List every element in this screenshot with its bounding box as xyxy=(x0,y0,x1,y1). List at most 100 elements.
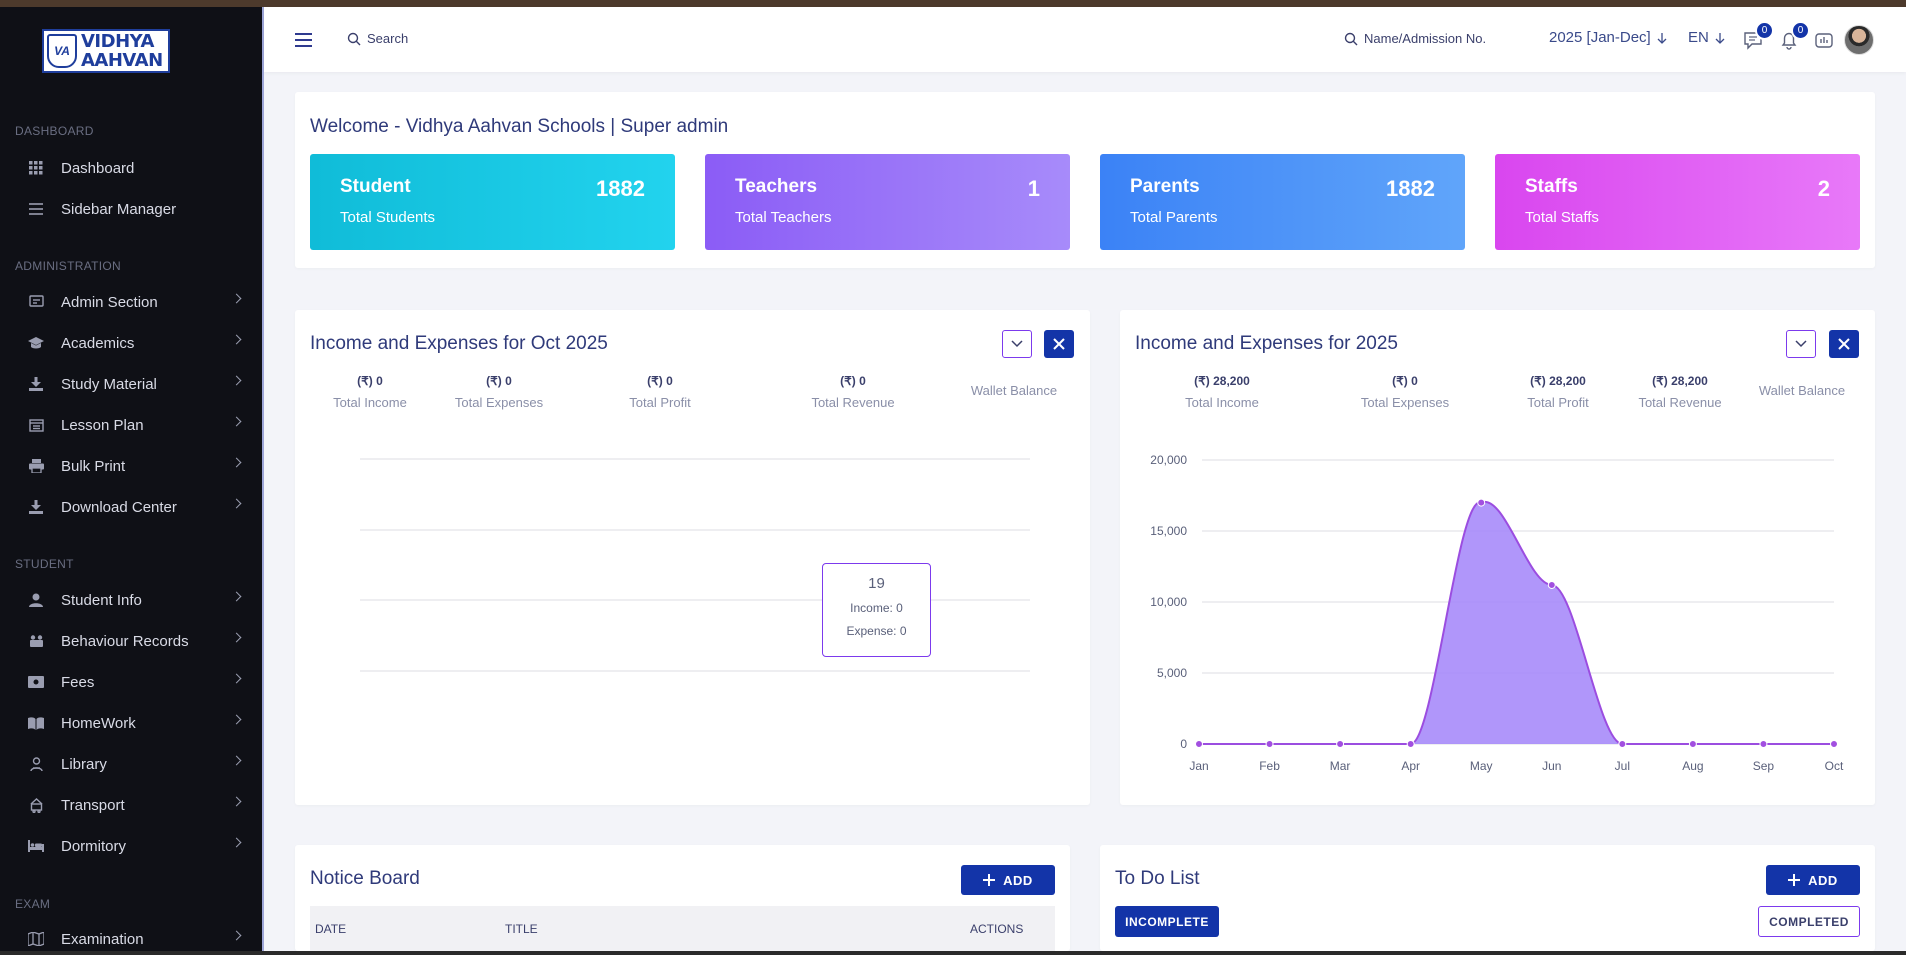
y-tick-label: 0 xyxy=(1180,737,1187,751)
data-point[interactable] xyxy=(1336,740,1345,748)
notifications-badge: 0 xyxy=(1791,21,1810,40)
tab-incomplete[interactable]: INCOMPLETE xyxy=(1115,906,1219,937)
summary-total-revenue: (₹) 28,200 Total Revenue xyxy=(1610,374,1750,410)
summary-label: Wallet Balance xyxy=(1758,383,1846,398)
notice-add-label: ADD xyxy=(1003,872,1033,888)
notifications-button[interactable]: 0 xyxy=(1778,21,1810,51)
summary-total-income: (₹) 0 Total Income xyxy=(300,374,440,410)
sidebar-item-label: HomeWork xyxy=(61,714,136,732)
session-selector[interactable]: 2025 [Jan-Dec] xyxy=(1549,29,1667,46)
student-search-box[interactable]: Name/Admission No. xyxy=(1344,31,1486,46)
sidebar: VA VIDHYA AAHVAN DASHBOARD Dashboard Sideb… xyxy=(0,7,262,951)
data-point[interactable] xyxy=(1195,740,1203,748)
summary-wallet-balance: Wallet Balance xyxy=(1732,383,1872,398)
hamburger-menu-icon[interactable] xyxy=(295,33,312,47)
stat-card-student[interactable]: Student 1882 Total Students xyxy=(310,154,675,250)
sidebar-item-bulk-print[interactable]: Bulk Print xyxy=(0,448,262,484)
stat-subtitle: Total Staffs xyxy=(1525,209,1599,226)
yearly-collapse-button[interactable] xyxy=(1786,330,1816,358)
close-icon xyxy=(1053,338,1065,350)
summary-value: (₹) 28,200 xyxy=(1530,374,1586,388)
notice-add-button[interactable]: ADD xyxy=(961,865,1055,895)
data-point[interactable] xyxy=(1406,740,1415,748)
stat-name: Parents xyxy=(1130,176,1200,197)
language-selector[interactable]: EN xyxy=(1688,29,1725,46)
summary-total-profit: (₹) 28,200 Total Profit xyxy=(1488,374,1628,410)
todo-add-button[interactable]: ADD xyxy=(1766,865,1860,895)
summary-value: (₹) 28,200 xyxy=(1652,374,1708,388)
sidebar-item-behaviour-records[interactable]: Behaviour Records xyxy=(0,623,262,659)
sidebar-item-study-material[interactable]: Study Material xyxy=(0,366,262,402)
sidebar-item-academics[interactable]: Academics xyxy=(0,325,262,361)
sidebar-item-sidebar-manager[interactable]: Sidebar Manager xyxy=(0,191,262,227)
summary-value: (₹) 0 xyxy=(1392,374,1418,388)
yearly-close-button[interactable] xyxy=(1829,330,1859,358)
sidebar-item-label: Academics xyxy=(61,334,135,352)
data-point[interactable] xyxy=(1688,740,1697,748)
sidebar-item-label: Transport xyxy=(61,796,125,814)
stat-card-staffs[interactable]: Staffs 2 Total Staffs xyxy=(1495,154,1860,250)
sidebar-item-fees[interactable]: Fees xyxy=(0,664,262,700)
sidebar-item-student-info[interactable]: Student Info xyxy=(0,582,262,618)
stat-subtitle: Total Teachers xyxy=(735,209,832,226)
tab-completed[interactable]: COMPLETED xyxy=(1758,906,1860,937)
book-icon xyxy=(26,716,46,730)
user-avatar[interactable] xyxy=(1844,25,1874,55)
monthly-collapse-button[interactable] xyxy=(1002,330,1032,358)
summary-value: (₹) 0 xyxy=(840,374,866,388)
sidebar-item-library[interactable]: Library xyxy=(0,746,262,782)
search-box[interactable]: Search xyxy=(347,31,408,46)
summary-label: Total Expenses xyxy=(1360,395,1450,410)
messages-button[interactable]: 0 xyxy=(1742,21,1774,51)
sidebar-edge xyxy=(262,7,264,951)
sidebar-item-label: Student Info xyxy=(61,591,142,609)
data-point[interactable] xyxy=(1830,740,1838,748)
behaviour-icon xyxy=(26,634,46,648)
library-icon xyxy=(26,756,46,772)
sidebar-item-download-center[interactable]: Download Center xyxy=(0,489,262,525)
chevron-right-icon xyxy=(231,293,242,304)
arrow-down-icon xyxy=(1657,32,1667,44)
y-tick-label: 5,000 xyxy=(1157,666,1187,680)
grid-icon xyxy=(26,161,46,175)
summary-wallet-balance: Wallet Balance xyxy=(944,383,1084,398)
data-point[interactable] xyxy=(1547,580,1556,589)
notice-table-header: DATE TITLE ACTIONS xyxy=(310,906,1055,951)
y-tick-label: 15,000 xyxy=(1150,524,1187,538)
yearly-card-title: Income and Expenses for 2025 xyxy=(1135,333,1399,354)
chevron-right-icon xyxy=(231,673,242,684)
printer-icon xyxy=(26,459,46,473)
summary-label: Total Profit xyxy=(629,395,691,410)
close-icon xyxy=(1838,338,1850,350)
sidebar-item-lesson-plan[interactable]: Lesson Plan xyxy=(0,407,262,443)
summary-label: Total Expenses xyxy=(454,395,544,410)
notice-board-title: Notice Board xyxy=(310,868,420,889)
chevron-right-icon xyxy=(231,837,242,848)
sidebar-section-label: ADMINISTRATION xyxy=(15,259,121,273)
stat-card-teachers[interactable]: Teachers 1 Total Teachers xyxy=(705,154,1070,250)
data-point[interactable] xyxy=(1618,740,1627,748)
sidebar-item-dashboard[interactable]: Dashboard xyxy=(0,150,262,186)
brand-logo[interactable]: VA VIDHYA AAHVAN xyxy=(42,29,170,73)
bed-icon xyxy=(26,840,46,852)
graduation-cap-icon xyxy=(26,336,46,350)
sidebar-item-dormitory[interactable]: Dormitory xyxy=(0,828,262,864)
data-point[interactable] xyxy=(1477,498,1486,507)
stat-card-parents[interactable]: Parents 1882 Total Parents xyxy=(1100,154,1465,250)
chevron-right-icon xyxy=(231,375,242,386)
data-point[interactable] xyxy=(1759,740,1768,748)
x-tick-label: Mar xyxy=(1330,759,1351,773)
sidebar-section-label: STUDENT xyxy=(15,557,74,571)
reports-button[interactable] xyxy=(1813,29,1835,51)
tooltip-income: Income: 0 xyxy=(850,601,903,615)
sidebar-item-examination[interactable]: Examination xyxy=(0,921,262,951)
lesson-icon xyxy=(26,418,46,432)
sidebar-item-admin-section[interactable]: Admin Section xyxy=(0,284,262,320)
menu-lines-icon xyxy=(26,203,46,215)
data-point[interactable] xyxy=(1265,740,1274,748)
sidebar-item-transport[interactable]: Transport xyxy=(0,787,262,823)
stat-name: Staffs xyxy=(1525,176,1578,197)
map-icon xyxy=(26,932,46,946)
sidebar-item-homework[interactable]: HomeWork xyxy=(0,705,262,741)
monthly-close-button[interactable] xyxy=(1044,330,1074,358)
